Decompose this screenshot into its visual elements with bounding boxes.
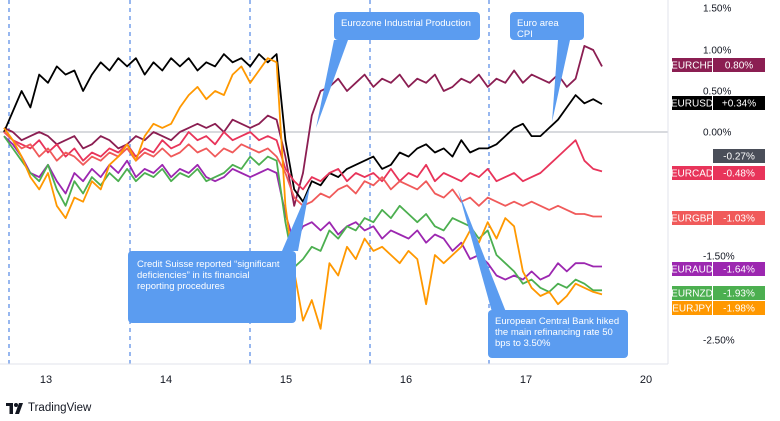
series-line-eurcad xyxy=(3,131,603,191)
value-label-eurusd: EURUSD +0.34% xyxy=(671,96,765,110)
y-axis-ticks: 1.50% 1.00% 0.50% 0.00% -1.50% -2.50% xyxy=(703,4,735,347)
y-tick-label: -2.50% xyxy=(703,336,735,347)
tradingview-logo-text: TradingView xyxy=(28,402,92,414)
value-label-euraud: EURAUD -1.64% xyxy=(671,262,765,276)
annotation-euro-area-cpi: Euro area CPI xyxy=(510,12,584,40)
series-name-label: EURNZD xyxy=(671,289,713,300)
value-labels: EURCHF 0.80% EURUSD +0.34% EURCAD -0.48% EURGB… xyxy=(671,58,765,315)
x-axis-ticks: 13 14 15 16 17 20 xyxy=(40,374,652,386)
pointer-euro-area-cpi xyxy=(552,40,570,122)
annotation-eurozone-industrial-production: Eurozone Industrial Production xyxy=(334,12,480,40)
value-label-eurchf: EURCHF 0.80% xyxy=(671,58,765,72)
series-name-label: EURCAD xyxy=(671,169,713,180)
series-value-label: +0.34% xyxy=(722,99,756,110)
series-name-label: EURCHF xyxy=(671,61,713,72)
series-lines xyxy=(3,45,603,330)
y-tick-label: 0.00% xyxy=(703,128,731,139)
series-name-label: EURGBP xyxy=(671,214,714,225)
series-line-eurjpy xyxy=(3,57,603,330)
series-value-label: -1.03% xyxy=(723,214,755,225)
x-tick-label: 16 xyxy=(400,374,412,386)
series-value-label: -0.48% xyxy=(723,169,755,180)
zero-value-chip: -0.27% xyxy=(713,149,765,163)
series-value-label: -1.93% xyxy=(723,289,755,300)
y-tick-label: 1.00% xyxy=(703,46,731,57)
y-tick-label: -1.50% xyxy=(703,252,735,263)
x-tick-label: 14 xyxy=(160,374,172,386)
series-line-eurusd xyxy=(3,53,603,203)
series-line-euraud xyxy=(3,135,602,281)
annotation-credit-suisse: Credit Suisse reported “significant defi… xyxy=(128,251,296,323)
pointer-eurozone-industrial-production xyxy=(316,40,348,128)
series-value-label: -1.64% xyxy=(723,265,755,276)
x-tick-label: 17 xyxy=(520,374,532,386)
series-line-eurchf xyxy=(3,45,603,207)
tradingview-logo-icon xyxy=(6,402,23,414)
series-name-label: EURAUD xyxy=(671,265,713,276)
pointer-credit-suisse xyxy=(282,186,310,251)
tradingview-logo[interactable]: TradingView xyxy=(6,400,91,416)
value-label-eurgbp: EURGBP -1.03% xyxy=(671,211,765,225)
callout-pointers xyxy=(282,40,570,312)
value-label-eurcad: EURCAD -0.48% xyxy=(671,166,765,180)
series-name-label: EURUSD xyxy=(671,99,713,110)
series-name-label: EURJPY xyxy=(672,304,712,315)
x-tick-label: 20 xyxy=(640,374,652,386)
pointer-ecb-rate-hike xyxy=(458,190,506,312)
value-label-eurjpy: EURJPY -1.98% xyxy=(672,301,765,315)
value-label-eurnzd: EURNZD -1.93% xyxy=(671,286,765,300)
y-tick-label: 0.50% xyxy=(703,87,731,98)
y-tick-label: 1.50% xyxy=(703,4,731,15)
series-value-label: 0.80% xyxy=(725,61,753,72)
x-tick-label: 13 xyxy=(40,374,52,386)
svg-text:-0.27%: -0.27% xyxy=(723,152,755,163)
annotation-ecb-rate-hike: European Central Bank hiked the main ref… xyxy=(488,310,628,358)
series-value-label: -1.98% xyxy=(723,304,755,315)
x-tick-label: 15 xyxy=(280,374,292,386)
